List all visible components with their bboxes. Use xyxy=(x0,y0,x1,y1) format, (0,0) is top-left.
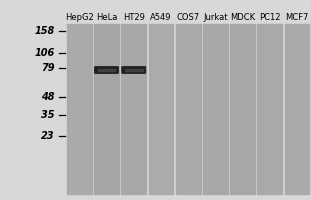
Text: 35: 35 xyxy=(41,110,54,120)
Text: MDCK: MDCK xyxy=(230,13,255,22)
Text: 158: 158 xyxy=(34,26,54,36)
Bar xyxy=(285,24,309,194)
Text: 48: 48 xyxy=(41,92,54,102)
Text: 23: 23 xyxy=(41,131,54,141)
Bar xyxy=(98,69,115,71)
Text: 106: 106 xyxy=(34,48,54,58)
Bar xyxy=(149,24,173,194)
Bar xyxy=(258,24,282,194)
Text: A549: A549 xyxy=(150,13,172,22)
Bar xyxy=(230,24,255,194)
Bar xyxy=(176,24,201,194)
Bar xyxy=(67,24,92,194)
Text: PC12: PC12 xyxy=(259,13,281,22)
Text: 79: 79 xyxy=(41,63,54,73)
Bar xyxy=(67,24,309,194)
Text: HT29: HT29 xyxy=(123,13,145,22)
Text: Jurkat: Jurkat xyxy=(203,13,228,22)
Bar xyxy=(94,24,119,194)
Text: MCF7: MCF7 xyxy=(285,13,309,22)
Bar xyxy=(121,24,146,194)
Text: HepG2: HepG2 xyxy=(65,13,94,22)
Text: HeLa: HeLa xyxy=(96,13,117,22)
Bar xyxy=(203,24,228,194)
Text: COS7: COS7 xyxy=(177,13,200,22)
FancyBboxPatch shape xyxy=(122,67,146,73)
Bar xyxy=(125,69,143,71)
FancyBboxPatch shape xyxy=(95,67,118,73)
